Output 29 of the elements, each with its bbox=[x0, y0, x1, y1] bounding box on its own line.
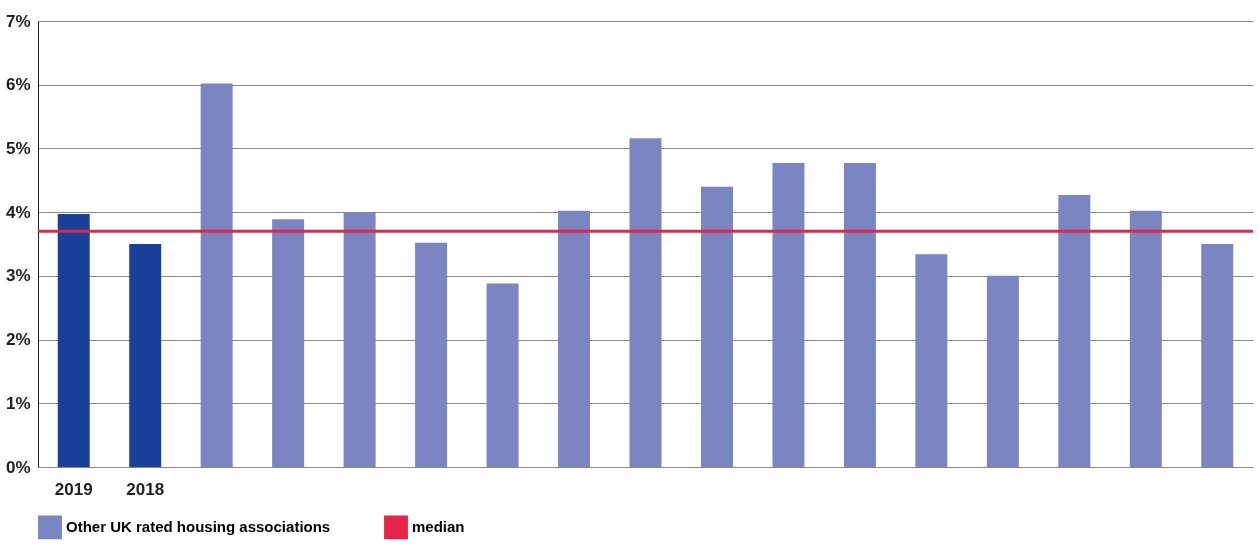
bar bbox=[343, 212, 376, 467]
bar bbox=[200, 83, 233, 467]
bar bbox=[986, 275, 1019, 467]
bar bbox=[629, 138, 662, 467]
bar bbox=[558, 210, 591, 467]
y-tick-label: 6% bbox=[5, 75, 31, 95]
bar bbox=[415, 242, 448, 467]
legend-label: Other UK rated housing associations bbox=[66, 518, 331, 536]
y-tick-label: 1% bbox=[5, 393, 31, 413]
y-tick-label: 3% bbox=[5, 266, 31, 286]
bar bbox=[843, 163, 876, 467]
bar bbox=[57, 214, 90, 467]
y-tick-label: 5% bbox=[5, 138, 31, 158]
bar bbox=[1129, 210, 1162, 467]
y-tick-label: 2% bbox=[5, 330, 31, 350]
y-tick-label: 4% bbox=[5, 202, 31, 222]
bar bbox=[1201, 244, 1234, 467]
y-tick-label: 7% bbox=[5, 11, 31, 31]
bar bbox=[129, 244, 162, 467]
bar bbox=[272, 219, 305, 467]
x-tick-label: 2018 bbox=[126, 479, 165, 499]
bar bbox=[700, 186, 733, 467]
bar bbox=[486, 283, 519, 467]
y-tick-label: 0% bbox=[5, 457, 31, 477]
legend-label: median bbox=[412, 518, 465, 536]
bar bbox=[772, 163, 805, 467]
x-tick-label: 2019 bbox=[54, 479, 93, 499]
bar bbox=[1058, 194, 1091, 467]
bar bbox=[915, 254, 948, 467]
